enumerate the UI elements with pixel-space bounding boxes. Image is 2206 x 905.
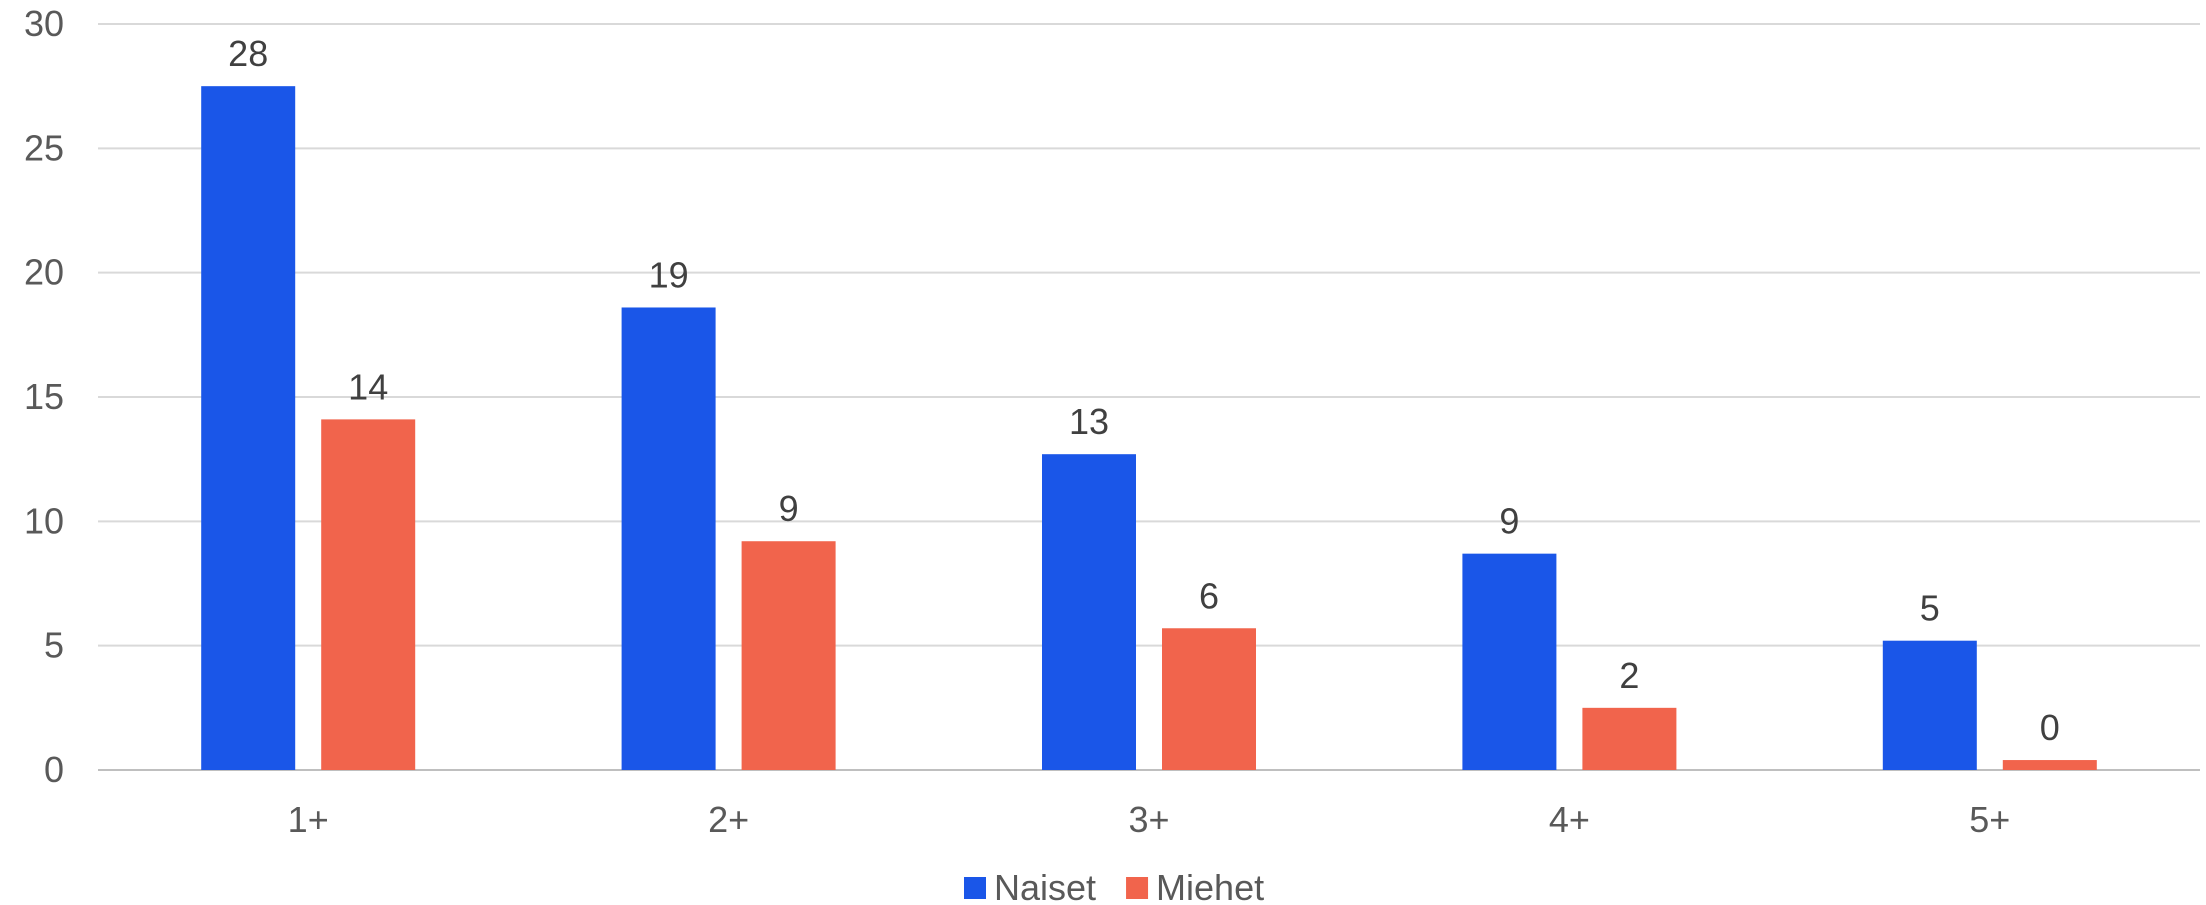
x-axis: 1+ 2+ 3+ 4+ 5+ xyxy=(288,799,2011,840)
bar-naiset-2 xyxy=(621,307,716,770)
data-label: 14 xyxy=(348,366,388,407)
legend-label: Naiset xyxy=(994,867,1096,905)
data-label: 9 xyxy=(1499,501,1519,542)
bar-miehet-1 xyxy=(321,419,416,770)
bar-naiset-4 xyxy=(1462,553,1557,770)
bar-naiset-1 xyxy=(201,86,296,770)
y-tick-label: 5 xyxy=(44,625,64,666)
y-tick-label: 10 xyxy=(24,500,64,541)
bar-miehet-4 xyxy=(1582,707,1677,770)
x-tick-label: 5+ xyxy=(1969,799,2010,840)
y-axis: 0 5 10 15 20 25 30 xyxy=(24,3,64,790)
y-tick-label: 15 xyxy=(24,376,64,417)
y-tick-label: 30 xyxy=(24,3,64,44)
x-tick-label: 4+ xyxy=(1549,799,1590,840)
data-label: 5 xyxy=(1920,588,1940,629)
bar-miehet-2 xyxy=(741,541,836,770)
y-tick-label: 25 xyxy=(24,127,64,168)
legend-swatch-miehet xyxy=(1126,877,1149,899)
bar-miehet-3 xyxy=(1162,628,1256,770)
x-tick-label: 1+ xyxy=(288,799,329,840)
data-label: 28 xyxy=(228,33,268,74)
y-tick-label: 20 xyxy=(24,252,64,293)
data-label: 6 xyxy=(1199,575,1219,616)
bars xyxy=(201,86,2097,770)
x-tick-label: 2+ xyxy=(708,799,749,840)
data-label: 2 xyxy=(1619,655,1639,696)
legend-label: Miehet xyxy=(1156,867,1264,905)
data-label: 0 xyxy=(2040,707,2060,748)
data-label: 13 xyxy=(1069,401,1109,442)
x-tick-label: 3+ xyxy=(1128,799,1169,840)
bar-naiset-5 xyxy=(1882,640,1977,770)
legend-swatch-naiset xyxy=(964,877,986,899)
gridlines xyxy=(98,23,2200,771)
data-label: 9 xyxy=(779,488,799,529)
data-labels: 28 14 19 9 13 6 9 2 5 0 xyxy=(228,33,2060,748)
legend: Naiset Miehet xyxy=(964,867,1264,905)
bar-naiset-3 xyxy=(1042,454,1136,770)
y-tick-label: 0 xyxy=(44,749,64,790)
bar-miehet-5 xyxy=(2002,760,2097,770)
data-label: 19 xyxy=(649,254,689,295)
